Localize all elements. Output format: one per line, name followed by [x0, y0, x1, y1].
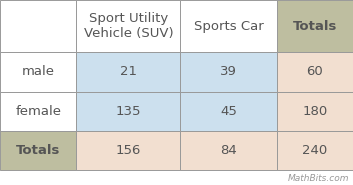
- Bar: [276, 0, 353, 52]
- Text: 180: 180: [302, 105, 327, 118]
- Text: Sport Utility
Vehicle (SUV): Sport Utility Vehicle (SUV): [84, 12, 173, 40]
- Bar: [0, 52, 77, 92]
- Text: female: female: [15, 105, 61, 118]
- Bar: [0, 92, 77, 131]
- Bar: [77, 52, 180, 92]
- Text: 240: 240: [302, 144, 327, 157]
- Text: 156: 156: [116, 144, 141, 157]
- Text: 45: 45: [220, 105, 237, 118]
- Bar: [180, 92, 276, 131]
- Text: 39: 39: [220, 65, 237, 78]
- Text: Sports Car: Sports Car: [193, 20, 263, 33]
- Bar: [77, 92, 180, 131]
- Bar: [180, 131, 276, 170]
- Bar: [276, 92, 353, 131]
- Bar: [276, 131, 353, 170]
- Text: Totals: Totals: [16, 144, 60, 157]
- Text: MathBits.com: MathBits.com: [288, 174, 349, 183]
- Bar: [180, 0, 276, 52]
- Bar: [77, 131, 180, 170]
- Bar: [77, 0, 180, 52]
- Text: 21: 21: [120, 65, 137, 78]
- Text: 60: 60: [306, 65, 323, 78]
- Bar: [276, 52, 353, 92]
- Bar: [0, 0, 77, 52]
- Text: 135: 135: [116, 105, 141, 118]
- Text: male: male: [22, 65, 55, 78]
- Bar: [0, 131, 77, 170]
- Text: 84: 84: [220, 144, 237, 157]
- Text: Totals: Totals: [293, 20, 337, 33]
- Bar: [180, 52, 276, 92]
